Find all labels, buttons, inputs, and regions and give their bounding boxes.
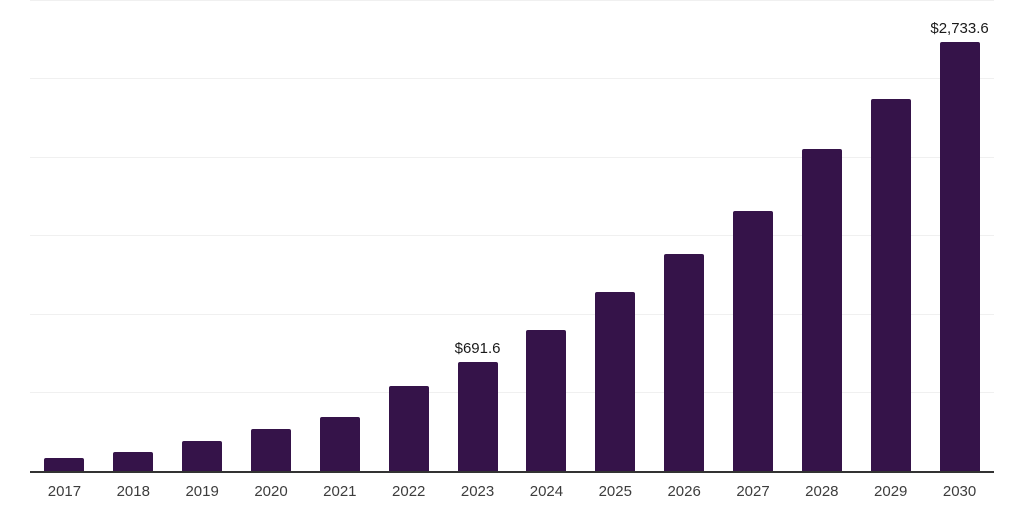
gridline-2500	[30, 78, 994, 79]
bar-2019	[182, 441, 223, 471]
value-label-2030: $2,733.6	[930, 19, 989, 37]
bar-2027	[733, 211, 773, 471]
x-tick-2017: 2017	[47, 483, 82, 500]
gridline-3000	[30, 0, 994, 1]
bar-2022	[388, 386, 429, 471]
bar-2020	[251, 428, 291, 471]
x-axis: 2017 2018 2019 2020 2021 2022 2023 2024 2025 2026…	[30, 484, 994, 504]
bar-2018	[113, 452, 154, 471]
bar-2017	[44, 457, 85, 471]
x-tick-2028: 2028	[805, 483, 839, 500]
bar-2028	[801, 148, 842, 471]
gridline-2000	[30, 156, 994, 158]
x-tick-2027: 2027	[736, 483, 770, 500]
x-tick-2022: 2022	[392, 483, 426, 500]
value-label-2023: $691.6	[454, 340, 501, 358]
gridline-1500	[30, 235, 994, 236]
bar-2026	[664, 254, 705, 471]
x-tick-2025: 2025	[598, 483, 632, 500]
gridline-500	[30, 392, 994, 393]
x-tick-2018: 2018	[116, 483, 150, 500]
x-tick-2024: 2024	[529, 483, 564, 500]
bar-2025	[595, 291, 636, 471]
x-tick-2030: 2030	[942, 483, 977, 500]
x-tick-2020: 2020	[254, 483, 288, 500]
bar-2029	[870, 99, 911, 471]
gridline-1000	[30, 313, 994, 315]
bar-2030	[939, 41, 980, 471]
x-tick-2026: 2026	[667, 483, 701, 500]
x-tick-2029: 2029	[874, 483, 908, 500]
bar-2021	[319, 417, 360, 471]
bar-2023	[457, 362, 498, 471]
x-tick-2023: 2023	[460, 483, 495, 500]
plot-area: $691.6 $2,733.6	[30, 0, 994, 473]
x-tick-2019: 2019	[185, 483, 219, 500]
x-tick-2021: 2021	[323, 483, 357, 500]
bar-2024	[526, 329, 567, 471]
